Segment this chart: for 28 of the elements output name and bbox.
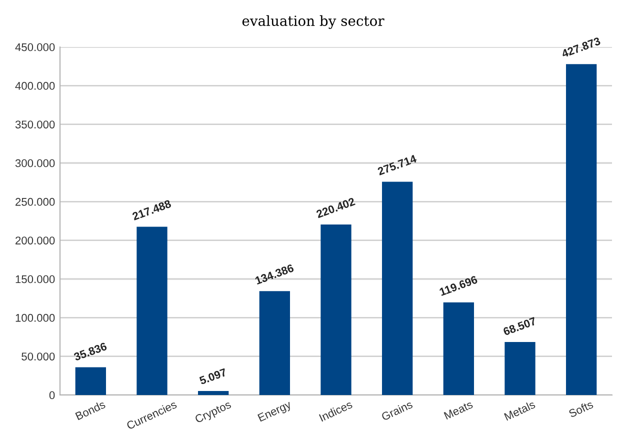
x-tick-label: Meats <box>444 400 474 420</box>
bar <box>320 224 352 395</box>
y-tick-label: 150.000 <box>16 275 55 284</box>
bar <box>443 302 474 395</box>
bar <box>259 291 290 395</box>
bar <box>198 391 229 395</box>
y-tick-label: 100.000 <box>16 314 55 322</box>
x-tick-label: Grains <box>380 400 414 421</box>
y-tick-label: 200.000 <box>16 236 55 244</box>
y-tick-label: 0 <box>49 391 55 400</box>
bar <box>382 182 413 395</box>
y-tick-label: 400.000 <box>15 82 55 90</box>
bar <box>566 64 597 395</box>
data-label: 35.836 <box>73 342 108 361</box>
data-label: 68.507 <box>502 316 537 336</box>
x-tick-label: Softs <box>568 400 594 418</box>
data-label: 5.097 <box>198 368 227 385</box>
x-tick-label: Bonds <box>75 400 106 420</box>
y-tick-label: 300.000 <box>15 159 55 168</box>
bar <box>75 367 106 395</box>
bar <box>136 226 168 395</box>
y-tick-label: 450.000 <box>15 43 55 52</box>
y-tick-label: 350.000 <box>15 120 55 128</box>
y-tick-label: 50.000 <box>22 352 55 360</box>
y-tick-label: 250.000 <box>16 198 55 206</box>
chart-title: evaluation by sector <box>242 15 384 29</box>
bar <box>504 342 536 395</box>
x-tick-label: Metals <box>504 400 536 421</box>
